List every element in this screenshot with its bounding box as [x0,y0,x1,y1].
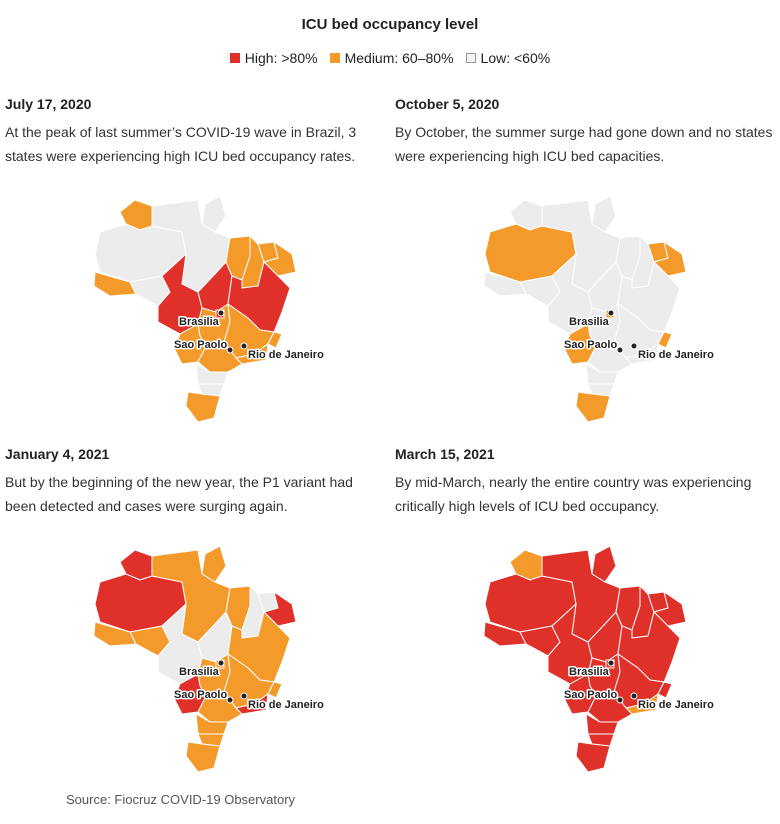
state-rs [575,741,611,773]
city-label-brasilia: Brasilia [179,316,220,328]
city-label-sao-paulo: Sao Paolo [174,689,227,701]
city-label-rio: Rio de Janeiro [638,699,714,711]
panel-date: October 5, 2020 [395,96,500,112]
legend-label-high: High: >80% [244,50,318,66]
city-dot-brasilia [607,309,615,317]
city-dot-sao-paulo [616,346,624,354]
city-label-sao-paulo: Sao Paolo [174,339,227,351]
state-ac [483,621,527,647]
legend-swatch-medium [329,53,340,63]
city-dot-sao-paulo [616,696,624,704]
legend-swatch-low [465,53,476,63]
state-pr [195,363,229,385]
state-ap [201,195,227,233]
brazil-map-october-2020: Brasilia Sao Paolo Rio de Janeiro [483,195,716,423]
panel-date: July 17, 2020 [5,96,92,112]
state-ap [201,545,227,583]
city-label-brasilia: Brasilia [569,666,610,678]
panel-march-2021: March 15, 2021 By mid-March, nearly the … [395,446,775,518]
state-ap [591,195,617,233]
state-es [657,331,673,349]
panel-july-2020: July 17, 2020 At the peak of last summer… [5,96,385,168]
state-rs [185,391,221,423]
state-pr [195,713,229,735]
legend: High: >80% Medium: 60–80% Low: <60% [0,50,780,66]
city-label-brasilia: Brasilia [569,316,610,328]
city-label-sao-paulo: Sao Paolo [564,689,617,701]
legend-item-medium: Medium: 60–80% [329,50,454,66]
brazil-map-july-2020: Brasilia Sao Paolo Rio de Janeiro [93,195,326,423]
source-note: Source: Fiocruz COVID-19 Observatory [66,792,296,807]
city-label-sao-paulo: Sao Paolo [564,339,617,351]
legend-label-low: Low: <60% [480,50,551,66]
panel-date: March 15, 2021 [395,446,495,462]
panel-description: By October, the summer surge had gone do… [395,124,773,164]
city-dot-rio [630,692,638,700]
state-ac [93,271,137,297]
state-rs [185,741,221,773]
panel-description: At the peak of last summer’s COVID-19 wa… [5,124,357,164]
city-label-brasilia: Brasilia [179,666,220,678]
panel-description: By mid-March, nearly the entire country … [395,474,752,514]
chart-title: ICU bed occupancy level [301,16,479,33]
state-ap [591,545,617,583]
legend-label-medium: Medium: 60–80% [344,50,454,66]
panel-january-2021: January 4, 2021 But by the beginning of … [5,446,385,518]
city-label-rio: Rio de Janeiro [248,699,324,711]
city-dot-sao-paulo [226,696,234,704]
panel-october-2020: October 5, 2020 By October, the summer s… [395,96,775,168]
state-ac [93,621,137,647]
city-dot-rio [240,692,248,700]
state-pr [585,363,619,385]
legend-swatch-high [229,53,240,63]
legend-item-high: High: >80% [229,50,318,66]
city-dot-brasilia [217,659,225,667]
state-ac [483,271,527,297]
panel-date: January 4, 2021 [5,446,110,462]
state-pr [585,713,619,735]
state-es [657,681,673,699]
city-label-rio: Rio de Janeiro [638,349,714,361]
city-dot-rio [240,342,248,350]
panel-description: But by the beginning of the new year, th… [5,474,353,514]
brazil-map-january-2021: Brasilia Sao Paolo Rio de Janeiro [93,545,326,773]
city-dot-rio [630,342,638,350]
state-es [267,331,283,349]
legend-item-low: Low: <60% [465,50,551,66]
city-dot-brasilia [607,659,615,667]
state-rs [575,391,611,423]
city-label-rio: Rio de Janeiro [248,349,324,361]
city-dot-sao-paulo [226,346,234,354]
state-es [267,681,283,699]
city-dot-brasilia [217,309,225,317]
brazil-map-march-2021: Brasilia Sao Paolo Rio de Janeiro [483,545,716,773]
